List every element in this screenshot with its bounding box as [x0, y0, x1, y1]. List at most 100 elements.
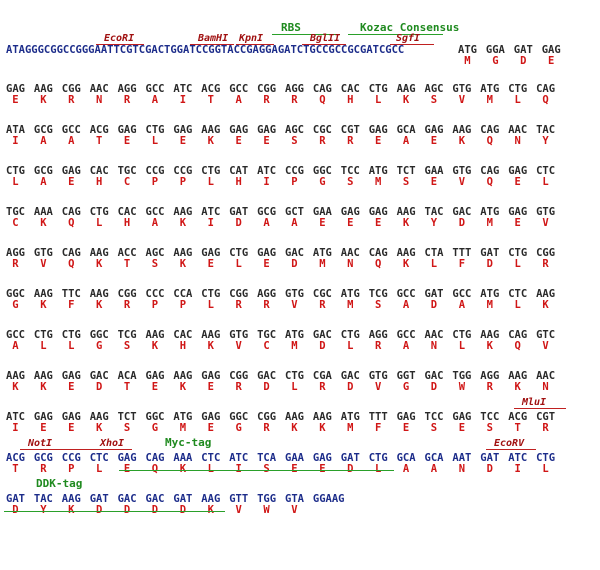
label-myc-tag: Myc-tag: [165, 436, 212, 449]
amino-acid: N: [542, 381, 549, 393]
codon: CAG: [508, 329, 528, 341]
amino-acid: S: [291, 135, 298, 147]
amino-acid: V: [235, 504, 242, 516]
codon: GTG: [452, 165, 472, 177]
codon: AAT: [452, 452, 472, 464]
amino-acid: A: [263, 217, 270, 229]
amino-acid: A: [402, 340, 410, 352]
codon: AAG: [536, 288, 556, 300]
codon: GTC: [536, 329, 556, 341]
amino-acid: E: [402, 422, 410, 434]
amino-acid: S: [486, 422, 493, 434]
codon: GCG: [33, 165, 53, 177]
amino-acid: R: [263, 422, 270, 434]
amino-acid: K: [402, 258, 410, 270]
bglii-underline: [302, 44, 346, 45]
codon: CAG: [61, 247, 81, 259]
amino-acid: T: [12, 463, 19, 475]
codon: GCA: [396, 452, 416, 464]
amino-acid: R: [291, 94, 298, 106]
amino-acid: C: [12, 217, 19, 229]
amino-acid: K: [207, 504, 214, 516]
label-sgfi: SgfI: [396, 33, 421, 44]
amino-acid: E: [375, 135, 382, 147]
label-ddk-tag: DDK-tag: [36, 477, 83, 490]
amino-acid: T: [514, 422, 521, 434]
amino-acid: K: [96, 299, 103, 311]
amino-acid: V: [291, 299, 298, 311]
codon: TCG: [117, 329, 137, 341]
amino-acid: D: [486, 463, 493, 475]
amino-acid: H: [235, 176, 242, 188]
codon: AAG: [33, 288, 53, 300]
codon: AGG: [285, 83, 304, 95]
amino-acid: M: [486, 299, 493, 311]
codon: GCA: [424, 452, 444, 464]
amino-acid: A: [151, 217, 159, 229]
codon: GAC: [452, 206, 472, 218]
codon: GAT: [480, 247, 500, 259]
amino-acid: I: [235, 463, 242, 475]
amino-acid: M: [291, 340, 298, 352]
amino-acid: F: [375, 422, 382, 434]
codon: GAG: [340, 206, 360, 218]
amino-acid: Q: [68, 217, 75, 229]
amino-acid: D: [96, 504, 103, 516]
codon: AAG: [89, 247, 109, 259]
codon: AAG: [89, 288, 109, 300]
codon: ACG: [508, 411, 528, 423]
codon: CAG: [145, 452, 165, 464]
amino-acid: R: [542, 258, 549, 270]
amino-acid: Q: [514, 340, 521, 352]
codon: GAG: [257, 247, 277, 259]
codon: AGC: [424, 83, 444, 95]
amino-acid: P: [151, 299, 159, 311]
codon: GAG: [145, 370, 165, 382]
codon: GAC: [257, 370, 277, 382]
codon: TGC: [257, 329, 277, 341]
codon: GAA: [285, 452, 304, 464]
amino-acid: D: [486, 258, 493, 270]
amino-acid: G: [492, 55, 499, 67]
amino-acid: E: [458, 422, 466, 434]
codon: GCG: [33, 124, 53, 136]
codon: CGA: [312, 370, 332, 382]
bamhi-underline: [190, 44, 234, 45]
amino-acid: M: [486, 217, 493, 229]
sgfi-underline: [390, 44, 434, 45]
codon: AAG: [6, 370, 25, 382]
amino-acid: P: [179, 176, 187, 188]
codon: GAG: [201, 411, 221, 423]
codon: CAG: [312, 83, 332, 95]
codon: CGC: [312, 124, 332, 136]
codon: GTG: [452, 83, 472, 95]
codon: GCC: [452, 288, 472, 300]
amino-acid: R: [235, 381, 242, 393]
amino-acid: L: [96, 217, 103, 229]
codon: GAT: [480, 452, 500, 464]
codon: GAG: [6, 83, 25, 95]
amino-acid: S: [430, 94, 438, 106]
amino-acid: K: [151, 340, 159, 352]
amino-acid: R: [319, 299, 326, 311]
codon: CTC: [536, 165, 556, 177]
amino-acid: W: [458, 381, 466, 393]
amino-acid: A: [430, 463, 438, 475]
codon: GAA: [312, 206, 332, 218]
amino-acid: D: [347, 463, 354, 475]
amino-acid: N: [458, 463, 466, 475]
label-kozac: Kozac Consensus: [360, 21, 460, 34]
codon: TTC: [61, 288, 81, 300]
label-ecorv: EcoRV: [494, 438, 525, 449]
amino-acid: A: [68, 135, 75, 147]
codon: TCA: [257, 452, 277, 464]
amino-acid: M: [375, 176, 382, 188]
amino-acid: I: [12, 135, 19, 147]
amino-acid: R: [12, 258, 19, 270]
amino-acid: A: [40, 176, 47, 188]
amino-acid: E: [68, 422, 75, 434]
codon: CTG: [368, 83, 388, 95]
amino-acid: W: [263, 504, 270, 516]
amino-acid: D: [151, 504, 159, 516]
amino-acid: F: [458, 258, 466, 270]
